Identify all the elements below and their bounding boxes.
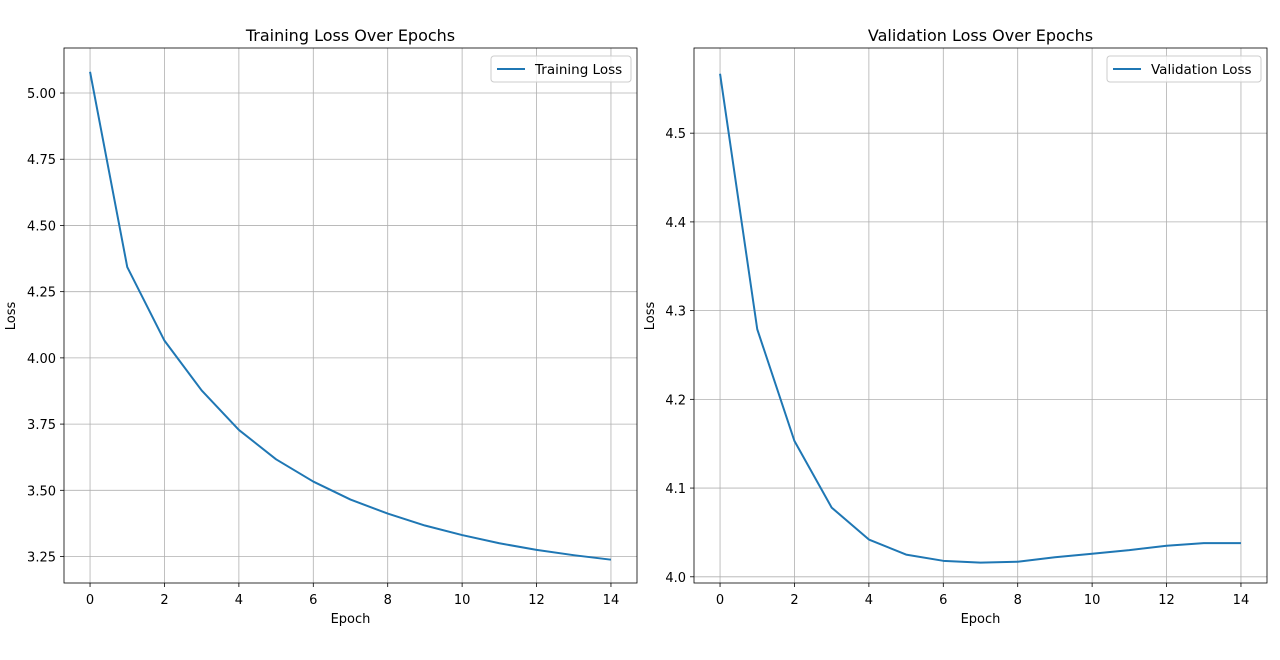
chart-title: Validation Loss Over Epochs xyxy=(868,26,1093,45)
x-tick-label: 14 xyxy=(1233,593,1250,608)
validation-loss-chart: Validation Loss Over Epochs Epoch Loss 0… xyxy=(643,26,1268,627)
y-tick-label: 4.2 xyxy=(665,393,686,408)
x-tick-label: 0 xyxy=(716,593,724,608)
legend-box xyxy=(490,55,632,83)
x-tick-label: 0 xyxy=(86,593,94,608)
plot-frame xyxy=(63,47,638,584)
series-line xyxy=(89,71,612,561)
y-tick-label: 3.25 xyxy=(27,551,56,566)
y-tick-label: 4.50 xyxy=(27,219,56,234)
x-tick-label: 2 xyxy=(790,593,798,608)
y-tick-label: 4.25 xyxy=(27,286,56,301)
x-tick-label: 6 xyxy=(939,593,947,608)
training-loss-chart: Training Loss Over Epochs Epoch Loss 0 2 4… xyxy=(4,26,638,627)
x-axis-label: Epoch xyxy=(961,612,1001,627)
x-tick-label: 8 xyxy=(1014,593,1022,608)
legend-label: Validation Loss xyxy=(1151,62,1252,78)
y-tick-label: 5.00 xyxy=(27,87,56,102)
y-tick-label: 4.75 xyxy=(27,153,56,168)
series-line xyxy=(719,73,1241,564)
y-tick-label: 4.0 xyxy=(665,571,686,586)
y-tick-label: 4.5 xyxy=(665,127,686,142)
x-tick-label: 8 xyxy=(384,593,392,608)
x-tick-label: 10 xyxy=(1084,593,1101,608)
x-axis-label: Epoch xyxy=(331,612,371,627)
x-tick-label: 2 xyxy=(160,593,168,608)
x-tick-label: 4 xyxy=(235,593,243,608)
y-tick-label: 4.3 xyxy=(665,305,686,320)
y-tick-label: 4.00 xyxy=(27,352,56,367)
x-tick-label: 6 xyxy=(309,593,317,608)
legend-box xyxy=(1106,55,1262,83)
legend-label: Training Loss xyxy=(534,62,622,78)
x-tick-label: 12 xyxy=(528,593,545,608)
x-tick-label: 12 xyxy=(1158,593,1175,608)
y-axis-label: Loss xyxy=(4,302,19,331)
y-tick-label: 3.75 xyxy=(27,418,56,433)
x-tick-label: 10 xyxy=(454,593,471,608)
y-tick-label: 3.50 xyxy=(27,484,56,499)
legend: Validation Loss xyxy=(1106,55,1262,83)
legend: Training Loss xyxy=(490,55,632,83)
x-tick-label: 14 xyxy=(603,593,620,608)
y-axis-label: Loss xyxy=(643,302,658,331)
y-tick-label: 4.1 xyxy=(665,482,686,497)
x-tick-label: 4 xyxy=(865,593,873,608)
chart-title: Training Loss Over Epochs xyxy=(245,26,455,45)
y-tick-label: 4.4 xyxy=(665,216,686,231)
plot-frame xyxy=(693,47,1268,584)
